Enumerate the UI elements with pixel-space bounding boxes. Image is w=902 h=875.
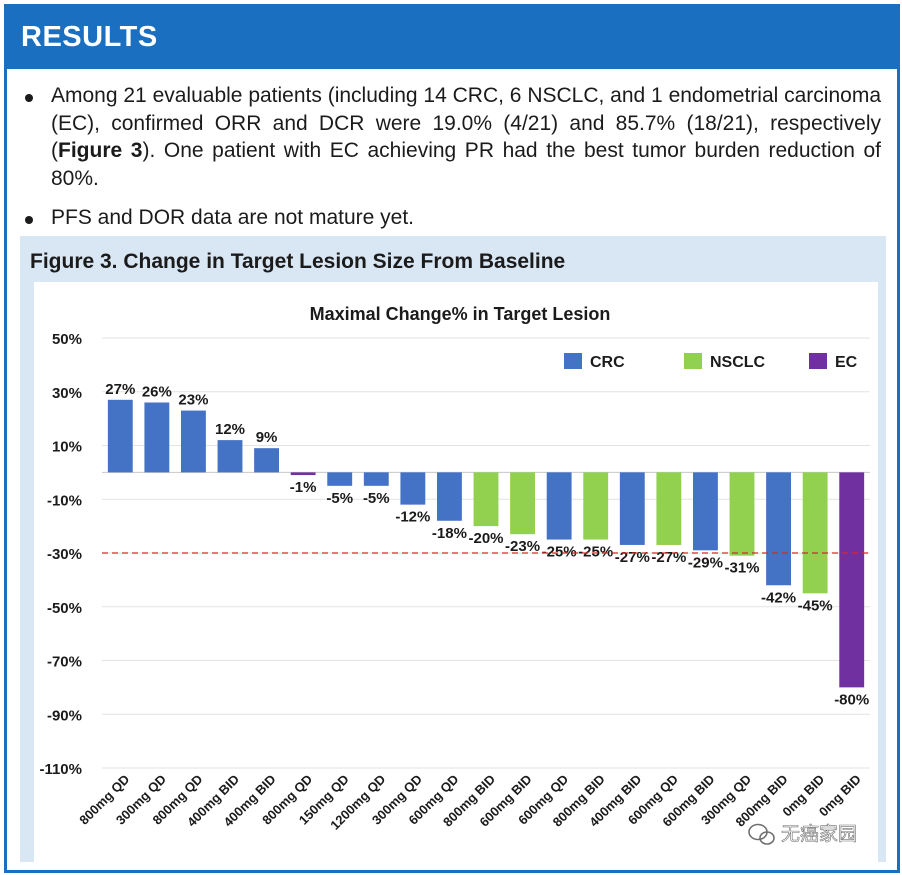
chart-title: Maximal Change% in Target Lesion <box>310 304 611 324</box>
data-label: 12% <box>215 421 245 438</box>
bar <box>656 472 682 545</box>
data-label: -27% <box>615 549 650 566</box>
y-tick-label: -50% <box>47 600 82 617</box>
bar <box>802 472 828 594</box>
bullet-text-end: ). One patient with EC achieving PR had … <box>51 139 882 190</box>
data-label: -25% <box>578 544 613 561</box>
waterfall-chart: Maximal Change% in Target Lesion 50% 30% 1… <box>39 304 870 833</box>
y-tick-label: -70% <box>47 654 82 671</box>
bullet-dot-icon <box>25 216 33 224</box>
bar <box>290 472 316 476</box>
legend-label: NSCLC <box>710 354 766 371</box>
chart-area: Maximal Change% in Target Lesion 50% 30% 1… <box>34 282 878 862</box>
data-label: 23% <box>178 392 208 409</box>
bar <box>217 440 243 473</box>
data-label: 27% <box>105 381 135 398</box>
y-tick-label: -10% <box>47 492 82 509</box>
y-tick-label: 30% <box>52 385 82 402</box>
data-label: -31% <box>724 560 759 577</box>
bar <box>692 472 718 551</box>
bar <box>327 472 353 486</box>
bullet-dot-icon <box>25 94 33 102</box>
results-banner: RESULTS <box>7 7 897 69</box>
data-label: -80% <box>834 691 869 708</box>
wechat-icon <box>748 823 775 845</box>
section-title: RESULTS <box>21 21 158 53</box>
legend-swatch <box>809 353 827 369</box>
legend-label: CRC <box>590 354 625 371</box>
bullet-item: PFS and DOR data are not mature yet. <box>19 204 881 232</box>
bullet-text: PFS and DOR data are not mature yet. <box>51 206 415 229</box>
figure-panel: Figure 3. Change in Target Lesion Size F… <box>20 236 886 862</box>
bullet-item: Among 21 evaluable patients (including 1… <box>19 82 881 192</box>
legend-label: EC <box>835 354 858 371</box>
bar <box>254 448 280 473</box>
bar <box>436 472 462 521</box>
bar <box>180 410 206 473</box>
y-tick-label: -110% <box>39 761 82 778</box>
results-panel: RESULTS Among 21 evaluable patients (inc… <box>4 4 900 873</box>
data-label: 26% <box>142 384 172 401</box>
data-label: -18% <box>432 525 467 542</box>
figure-reference: Figure 3 <box>58 139 143 162</box>
watermark-logo: 无癌家园 <box>748 823 857 845</box>
bar <box>729 472 755 556</box>
data-label: -25% <box>542 544 577 561</box>
data-label: -42% <box>761 589 796 606</box>
bullet-text-start: Among 21 evaluable patients (including 1… <box>51 84 881 162</box>
data-label: -5% <box>326 490 353 507</box>
legend-swatch <box>564 353 582 369</box>
watermark-text: 无癌家园 <box>781 823 857 845</box>
bar <box>766 472 792 586</box>
bar <box>473 472 499 527</box>
bar <box>546 472 572 540</box>
data-label: -27% <box>651 549 686 566</box>
bar <box>144 402 170 473</box>
bar <box>400 472 426 505</box>
bar <box>510 472 536 535</box>
data-label: -23% <box>505 538 540 555</box>
bar <box>583 472 609 540</box>
y-tick-label: -30% <box>47 546 82 563</box>
data-label: -12% <box>395 509 430 526</box>
data-label: -29% <box>688 554 723 571</box>
bar <box>839 472 865 688</box>
data-label: -1% <box>290 479 317 496</box>
bullet-list: Among 21 evaluable patients (including 1… <box>19 82 881 232</box>
y-tick-label: 50% <box>52 331 82 348</box>
data-label: -20% <box>468 530 503 547</box>
y-tick-label: -90% <box>47 707 82 724</box>
data-label: 9% <box>256 429 278 446</box>
bar <box>619 472 645 545</box>
figure-title: Figure 3. Change in Target Lesion Size F… <box>30 250 566 273</box>
data-label: -45% <box>798 597 833 614</box>
bar <box>363 472 389 486</box>
bar <box>107 399 133 473</box>
y-tick-label: 10% <box>52 439 82 456</box>
legend-swatch <box>684 353 702 369</box>
data-label: -5% <box>363 490 390 507</box>
